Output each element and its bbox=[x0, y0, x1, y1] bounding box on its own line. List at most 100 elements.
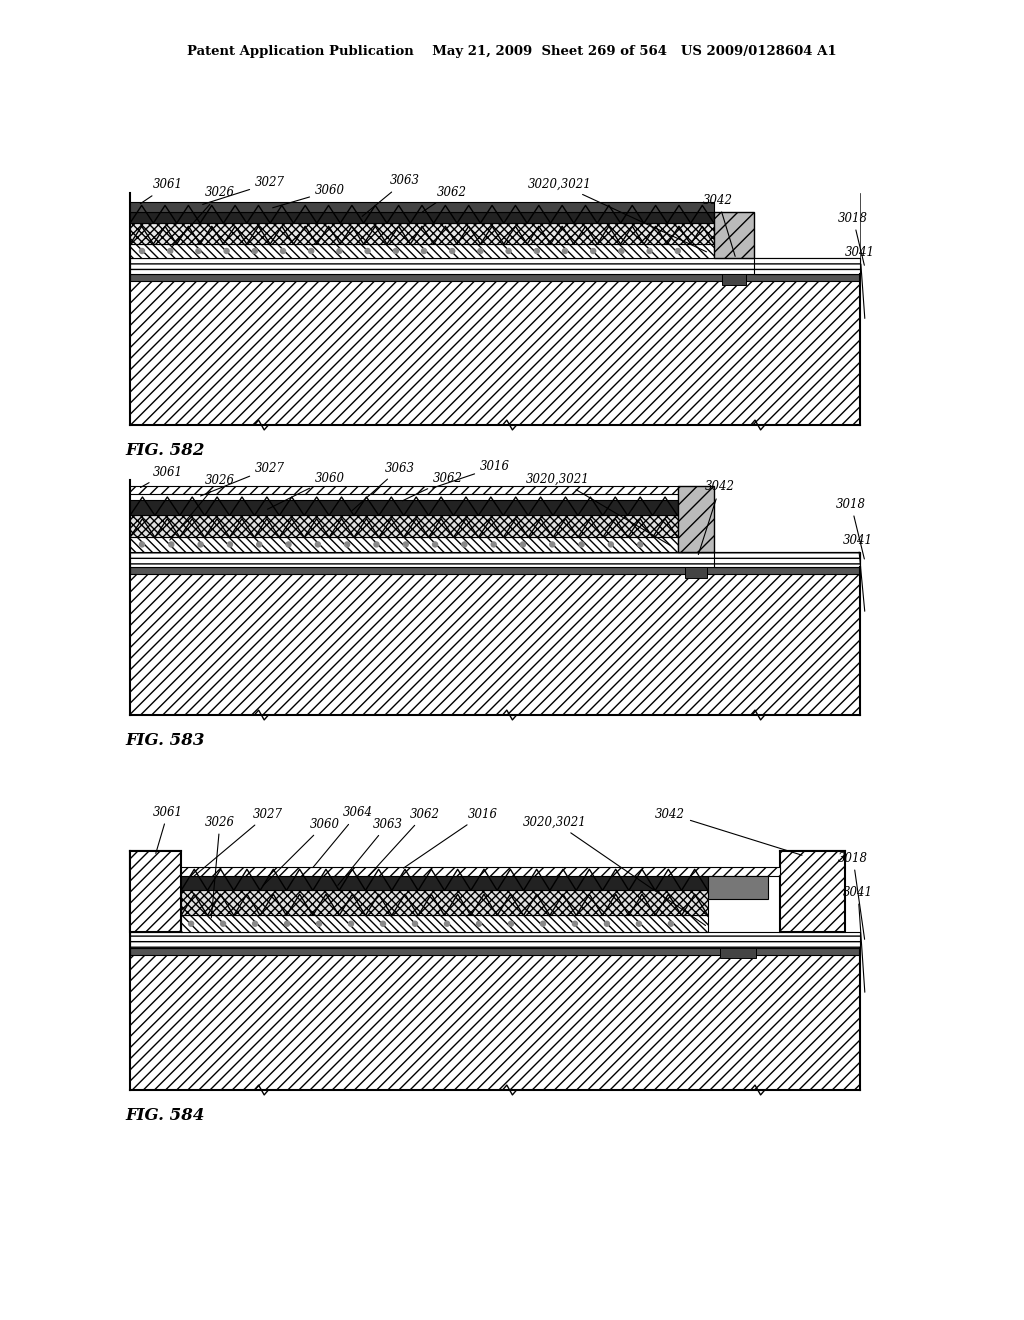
Circle shape bbox=[535, 248, 540, 253]
Text: 3020,3021: 3020,3021 bbox=[528, 177, 707, 252]
Circle shape bbox=[381, 921, 385, 927]
Text: 3042: 3042 bbox=[698, 480, 735, 554]
Text: 3018: 3018 bbox=[838, 851, 868, 940]
Bar bbox=[130, 948, 860, 954]
Bar bbox=[130, 244, 714, 257]
Text: 3026: 3026 bbox=[170, 474, 234, 540]
Bar bbox=[130, 211, 714, 223]
Circle shape bbox=[139, 543, 144, 546]
Text: 3064: 3064 bbox=[313, 807, 373, 867]
Bar bbox=[130, 537, 678, 552]
Bar bbox=[708, 875, 768, 899]
Circle shape bbox=[506, 248, 511, 253]
Text: 3027: 3027 bbox=[201, 462, 285, 496]
Circle shape bbox=[257, 543, 262, 546]
Circle shape bbox=[139, 248, 144, 253]
Text: 3061: 3061 bbox=[140, 466, 183, 487]
Bar bbox=[181, 915, 708, 932]
Circle shape bbox=[492, 543, 497, 546]
Bar bbox=[130, 486, 678, 494]
Bar bbox=[779, 851, 846, 932]
Bar bbox=[685, 568, 707, 578]
Text: 3027: 3027 bbox=[194, 808, 283, 876]
Text: 3041: 3041 bbox=[843, 533, 873, 611]
Bar bbox=[130, 275, 860, 281]
Bar bbox=[130, 500, 678, 516]
Text: 3041: 3041 bbox=[843, 886, 873, 993]
Circle shape bbox=[345, 543, 349, 546]
Text: 3026: 3026 bbox=[172, 186, 234, 247]
Bar bbox=[130, 954, 860, 1090]
Bar bbox=[678, 486, 714, 552]
Circle shape bbox=[374, 543, 379, 546]
Text: FIG. 582: FIG. 582 bbox=[125, 442, 205, 459]
Circle shape bbox=[444, 921, 450, 927]
Circle shape bbox=[432, 543, 437, 546]
Text: 3062: 3062 bbox=[422, 186, 467, 213]
Circle shape bbox=[198, 543, 203, 546]
Bar bbox=[130, 552, 860, 568]
Bar bbox=[181, 875, 708, 891]
Circle shape bbox=[562, 248, 567, 253]
Bar bbox=[130, 932, 860, 948]
Circle shape bbox=[188, 921, 194, 927]
Circle shape bbox=[580, 543, 584, 546]
Circle shape bbox=[618, 248, 624, 253]
Bar bbox=[130, 568, 860, 574]
Circle shape bbox=[286, 543, 291, 546]
Text: FIG. 584: FIG. 584 bbox=[125, 1107, 205, 1125]
Circle shape bbox=[462, 543, 467, 546]
Circle shape bbox=[636, 921, 641, 927]
Bar bbox=[130, 574, 860, 715]
Circle shape bbox=[315, 543, 321, 546]
Bar bbox=[181, 867, 779, 875]
Circle shape bbox=[285, 921, 290, 927]
Bar bbox=[714, 552, 860, 568]
Circle shape bbox=[253, 921, 258, 927]
Text: 3063: 3063 bbox=[362, 174, 420, 216]
Circle shape bbox=[541, 921, 546, 927]
Text: 3063: 3063 bbox=[338, 817, 403, 886]
Text: 3060: 3060 bbox=[263, 817, 340, 886]
Text: 3063: 3063 bbox=[352, 462, 415, 511]
Text: 3062: 3062 bbox=[402, 473, 463, 500]
Text: 3061: 3061 bbox=[140, 178, 183, 203]
Circle shape bbox=[675, 248, 680, 253]
Circle shape bbox=[220, 921, 225, 927]
Text: 3020,3021: 3020,3021 bbox=[523, 816, 706, 925]
Text: 3062: 3062 bbox=[368, 808, 440, 876]
Circle shape bbox=[316, 921, 322, 927]
Circle shape bbox=[403, 543, 409, 546]
Circle shape bbox=[168, 248, 173, 253]
Bar bbox=[754, 257, 860, 275]
Circle shape bbox=[520, 543, 525, 546]
Circle shape bbox=[604, 921, 609, 927]
Circle shape bbox=[476, 921, 481, 927]
Text: 3018: 3018 bbox=[836, 498, 866, 558]
Text: 3020,3021: 3020,3021 bbox=[526, 473, 670, 545]
Circle shape bbox=[413, 921, 418, 927]
Circle shape bbox=[669, 921, 674, 927]
Bar bbox=[130, 257, 860, 275]
Circle shape bbox=[638, 543, 643, 546]
Circle shape bbox=[281, 248, 286, 253]
Circle shape bbox=[252, 248, 257, 253]
Circle shape bbox=[169, 543, 174, 546]
Circle shape bbox=[422, 248, 427, 253]
Text: 3061: 3061 bbox=[153, 805, 183, 854]
Bar bbox=[130, 851, 181, 932]
Circle shape bbox=[337, 248, 342, 253]
Circle shape bbox=[196, 248, 201, 253]
Circle shape bbox=[550, 543, 555, 546]
Text: 3018: 3018 bbox=[838, 211, 868, 265]
Text: Patent Application Publication    May 21, 2009  Sheet 269 of 564   US 2009/01286: Patent Application Publication May 21, 2… bbox=[187, 45, 837, 58]
Circle shape bbox=[393, 248, 398, 253]
Text: 3016: 3016 bbox=[403, 808, 498, 869]
Bar bbox=[130, 281, 860, 425]
Text: FIG. 583: FIG. 583 bbox=[125, 733, 205, 748]
Circle shape bbox=[591, 248, 596, 253]
Bar bbox=[130, 223, 714, 244]
Bar bbox=[720, 948, 756, 958]
Circle shape bbox=[308, 248, 313, 253]
Bar bbox=[130, 202, 714, 211]
